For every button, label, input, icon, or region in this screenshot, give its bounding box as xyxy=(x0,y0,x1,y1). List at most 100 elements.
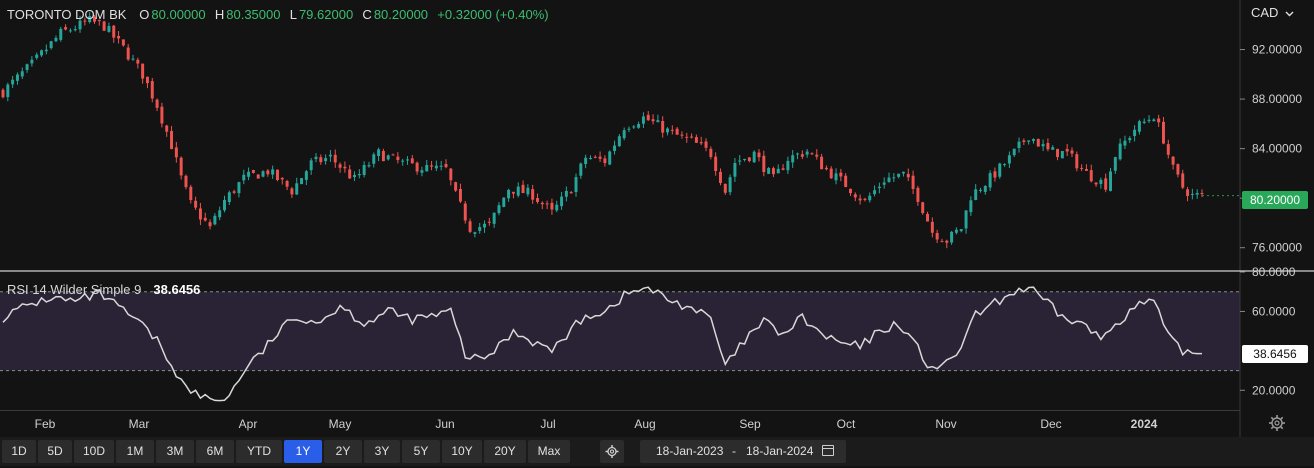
candle xyxy=(651,114,655,125)
timeframe-button-10y[interactable]: 10Y xyxy=(442,440,482,463)
timeframe-button-6m[interactable]: 6M xyxy=(196,440,234,463)
candle xyxy=(733,158,737,182)
timeframe-button-3m[interactable]: 3M xyxy=(156,440,194,463)
date-range-picker[interactable]: 18-Jan-2023 - 18-Jan-2024 xyxy=(640,440,846,463)
candle xyxy=(1075,151,1079,172)
currency-label: CAD xyxy=(1251,5,1279,20)
gear-icon xyxy=(605,445,619,458)
candle xyxy=(564,186,568,202)
calendar-icon[interactable] xyxy=(822,445,834,456)
date-separator: - xyxy=(732,444,736,458)
timeframe-button-5y[interactable]: 5Y xyxy=(402,440,440,463)
candle xyxy=(877,182,881,194)
timeframe-button-1m[interactable]: 1M xyxy=(116,440,154,463)
timeframe-button-1d[interactable]: 1D xyxy=(2,440,36,463)
candle xyxy=(314,153,318,163)
candle xyxy=(661,116,665,138)
candle xyxy=(1084,164,1088,171)
candle xyxy=(454,181,458,193)
candle xyxy=(328,150,332,162)
candle xyxy=(218,206,222,221)
timeframe-button-max[interactable]: Max xyxy=(528,440,570,463)
candle xyxy=(372,152,376,168)
candle xyxy=(964,210,968,234)
candle xyxy=(213,213,217,226)
candle xyxy=(540,201,544,210)
candle xyxy=(526,184,530,197)
candle xyxy=(935,229,939,244)
x-tick-label: Jul xyxy=(540,417,555,431)
candle xyxy=(131,54,135,61)
candle xyxy=(632,124,636,129)
range-settings-button[interactable] xyxy=(600,440,624,463)
candle xyxy=(150,77,154,103)
candle xyxy=(40,49,44,58)
candle xyxy=(386,154,390,161)
x-tick-label: Nov xyxy=(935,417,956,431)
candle xyxy=(247,167,251,181)
candle xyxy=(1142,118,1146,125)
timeframe-button-2y[interactable]: 2Y xyxy=(324,440,362,463)
candle xyxy=(1056,148,1060,161)
rsi-line xyxy=(2,286,1202,402)
candle xyxy=(555,200,559,213)
candle xyxy=(723,183,727,195)
candle xyxy=(1190,188,1194,200)
candle xyxy=(815,149,819,160)
candle xyxy=(1012,148,1016,158)
currency-selector[interactable]: CAD xyxy=(1251,5,1294,20)
candle xyxy=(343,161,347,173)
candle xyxy=(839,168,843,182)
candle xyxy=(275,169,279,182)
candle xyxy=(1089,164,1093,183)
high-label: H xyxy=(214,7,225,22)
candle xyxy=(463,200,467,224)
timeframe-button-3y[interactable]: 3Y xyxy=(364,440,400,463)
candle xyxy=(492,212,496,228)
candle xyxy=(786,156,790,175)
candle xyxy=(304,169,308,185)
candle xyxy=(588,155,592,160)
candle xyxy=(940,238,944,243)
candle xyxy=(829,166,833,179)
x-tick-label: Feb xyxy=(35,417,56,431)
timeframe-button-10d[interactable]: 10D xyxy=(74,440,114,463)
candle xyxy=(560,191,564,210)
chart-canvas[interactable]: 92.00000 88.00000 84.00000 80.00000 76.00000… xyxy=(0,0,1314,437)
candle xyxy=(569,191,573,194)
candle xyxy=(545,200,549,210)
candle xyxy=(868,192,872,203)
timeframe-button-20y[interactable]: 20Y xyxy=(484,440,526,463)
candle xyxy=(1161,116,1165,145)
candle xyxy=(757,149,761,162)
candle xyxy=(174,141,178,163)
timeframe-button-5d[interactable]: 5D xyxy=(38,440,72,463)
candle xyxy=(11,75,15,88)
low-label: L xyxy=(289,7,297,22)
candle xyxy=(237,181,241,198)
timeframe-button-1y[interactable]: 1Y xyxy=(284,440,322,463)
candle xyxy=(112,24,116,43)
candle xyxy=(502,197,506,208)
candle xyxy=(550,198,554,215)
rsi-value-tag: 38.6456 xyxy=(1242,345,1308,363)
candle xyxy=(882,177,886,189)
candle xyxy=(1036,138,1040,147)
candle xyxy=(256,174,260,179)
candle xyxy=(1133,125,1137,142)
candlestick-series xyxy=(1,12,1240,249)
timeframe-button-ytd[interactable]: YTD xyxy=(236,440,282,463)
candle xyxy=(988,170,992,192)
candle xyxy=(613,140,617,155)
candle xyxy=(1065,144,1069,157)
candle xyxy=(796,152,800,160)
candle xyxy=(324,154,328,165)
candle xyxy=(1195,189,1199,199)
gear-icon[interactable] xyxy=(1268,414,1286,432)
candle xyxy=(709,146,713,160)
candle xyxy=(227,190,231,206)
candle xyxy=(848,188,852,196)
candle xyxy=(1171,156,1175,170)
x-tick-label: Dec xyxy=(1040,417,1061,431)
candle xyxy=(396,152,400,164)
